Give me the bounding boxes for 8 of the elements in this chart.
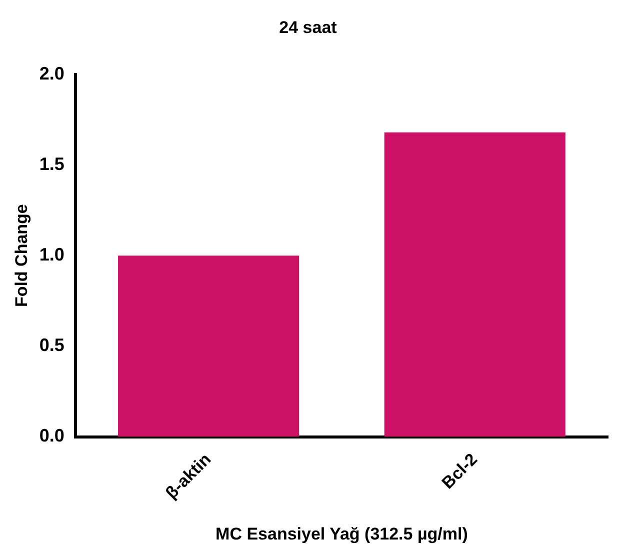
chart-title: 24 saat [279, 18, 338, 37]
y-axis-title: Fold Change [12, 204, 31, 308]
y-tick-label: 1.5 [39, 154, 64, 174]
y-tick-label: 0.0 [39, 426, 64, 446]
y-tick-label: 2.0 [39, 63, 64, 84]
y-tick-label: 1.0 [39, 244, 64, 265]
y-tick-label: 0.5 [39, 335, 64, 356]
x-axis-title: MC Esansiyel Yağ (312.5 µg/ml) [216, 524, 468, 544]
